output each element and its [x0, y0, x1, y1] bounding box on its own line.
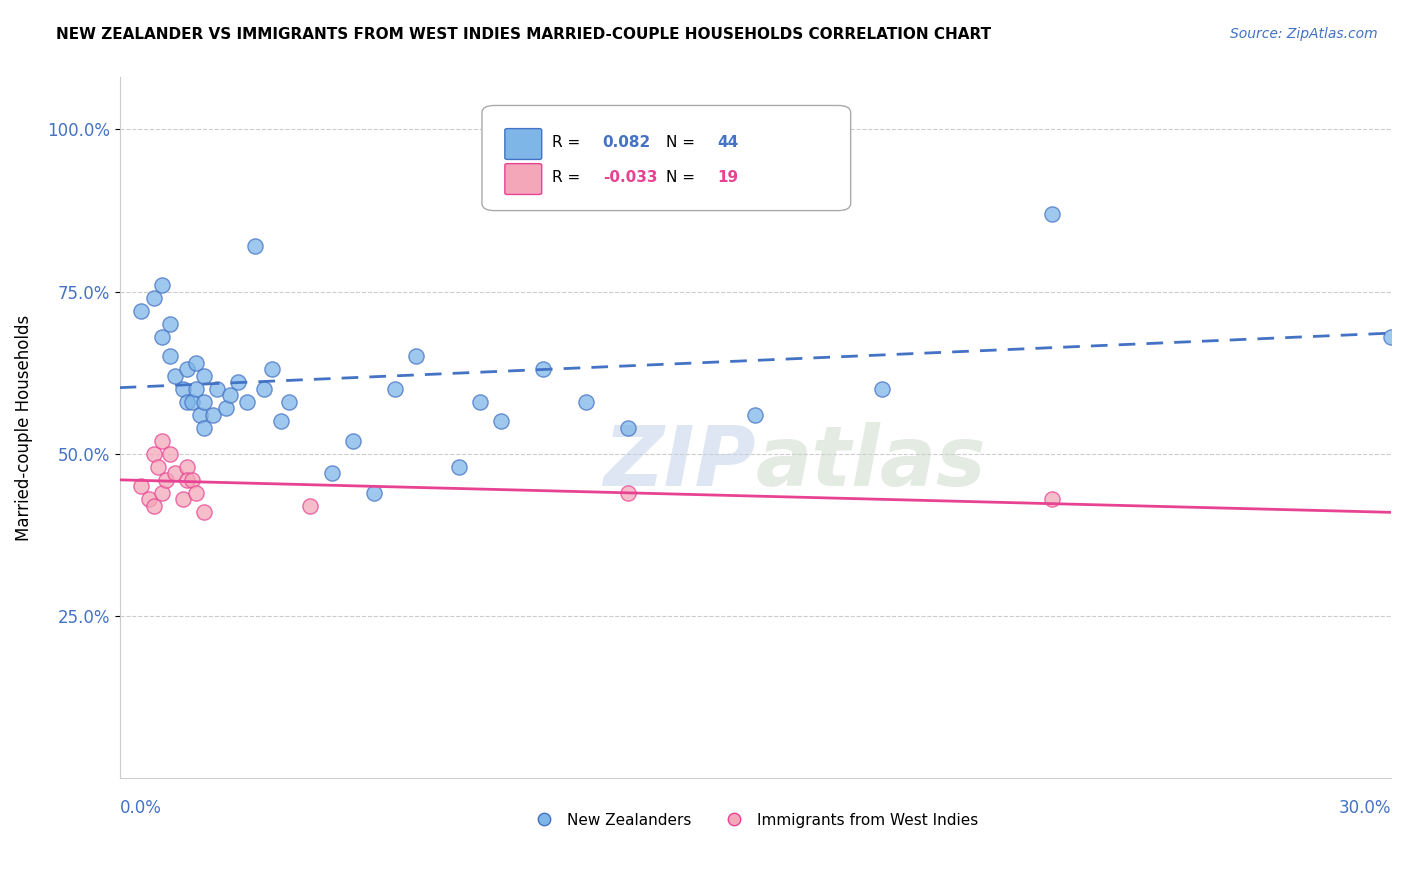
Text: R =: R =: [553, 170, 581, 186]
Point: [531, 362, 554, 376]
Point: [1379, 330, 1402, 344]
Point: [744, 408, 766, 422]
Point: [245, 239, 267, 253]
Point: [142, 499, 165, 513]
Point: [299, 499, 322, 513]
Point: [1040, 207, 1063, 221]
Point: [150, 330, 173, 344]
Point: [617, 485, 640, 500]
Legend: New Zealanders, Immigrants from West Indies: New Zealanders, Immigrants from West Ind…: [526, 805, 984, 834]
Point: [384, 382, 406, 396]
Point: [163, 467, 186, 481]
Text: N =: N =: [666, 170, 696, 186]
FancyBboxPatch shape: [482, 105, 851, 211]
Point: [253, 382, 276, 396]
Point: [129, 304, 152, 318]
Text: N =: N =: [666, 135, 696, 150]
Point: [176, 362, 198, 376]
Point: [184, 356, 207, 370]
Point: [184, 485, 207, 500]
Point: [262, 362, 284, 376]
Text: Source: ZipAtlas.com: Source: ZipAtlas.com: [1230, 27, 1378, 41]
Point: [218, 388, 240, 402]
Point: [321, 467, 343, 481]
Point: [159, 447, 181, 461]
FancyBboxPatch shape: [505, 128, 541, 160]
Text: 19: 19: [717, 170, 738, 186]
FancyBboxPatch shape: [505, 163, 541, 194]
Point: [193, 368, 215, 383]
Text: -0.033: -0.033: [603, 170, 657, 186]
Point: [575, 395, 598, 409]
Point: [235, 395, 257, 409]
Text: 44: 44: [717, 135, 738, 150]
Point: [226, 376, 249, 390]
Text: 0.0%: 0.0%: [120, 799, 162, 817]
Text: atlas: atlas: [755, 423, 986, 503]
Point: [129, 479, 152, 493]
Point: [180, 395, 202, 409]
Point: [270, 414, 292, 428]
Point: [150, 485, 173, 500]
Point: [342, 434, 364, 448]
Point: [447, 459, 470, 474]
Point: [617, 421, 640, 435]
Point: [363, 485, 385, 500]
Point: [159, 317, 181, 331]
Point: [405, 350, 427, 364]
Point: [489, 414, 512, 428]
Point: [201, 408, 224, 422]
Point: [176, 473, 198, 487]
Point: [468, 395, 491, 409]
Text: 0.082: 0.082: [603, 135, 651, 150]
Point: [163, 368, 186, 383]
Point: [172, 492, 194, 507]
Text: 30.0%: 30.0%: [1339, 799, 1391, 817]
Point: [176, 395, 198, 409]
Text: NEW ZEALANDER VS IMMIGRANTS FROM WEST INDIES MARRIED-COUPLE HOUSEHOLDS CORRELATI: NEW ZEALANDER VS IMMIGRANTS FROM WEST IN…: [56, 27, 991, 42]
Point: [159, 350, 181, 364]
Point: [872, 382, 894, 396]
Point: [278, 395, 301, 409]
Point: [150, 434, 173, 448]
Point: [193, 505, 215, 519]
Point: [155, 473, 177, 487]
Point: [146, 459, 169, 474]
Point: [176, 459, 198, 474]
Point: [193, 421, 215, 435]
Point: [188, 408, 211, 422]
Point: [142, 291, 165, 305]
Text: R =: R =: [553, 135, 581, 150]
Point: [180, 473, 202, 487]
Point: [150, 278, 173, 293]
Point: [214, 401, 236, 416]
Point: [172, 382, 194, 396]
Y-axis label: Married-couple Households: Married-couple Households: [15, 315, 32, 541]
Point: [193, 395, 215, 409]
Point: [659, 168, 682, 182]
Point: [205, 382, 228, 396]
Point: [138, 492, 160, 507]
Point: [1040, 492, 1063, 507]
Point: [184, 382, 207, 396]
Point: [142, 447, 165, 461]
Text: ZIP: ZIP: [603, 423, 755, 503]
